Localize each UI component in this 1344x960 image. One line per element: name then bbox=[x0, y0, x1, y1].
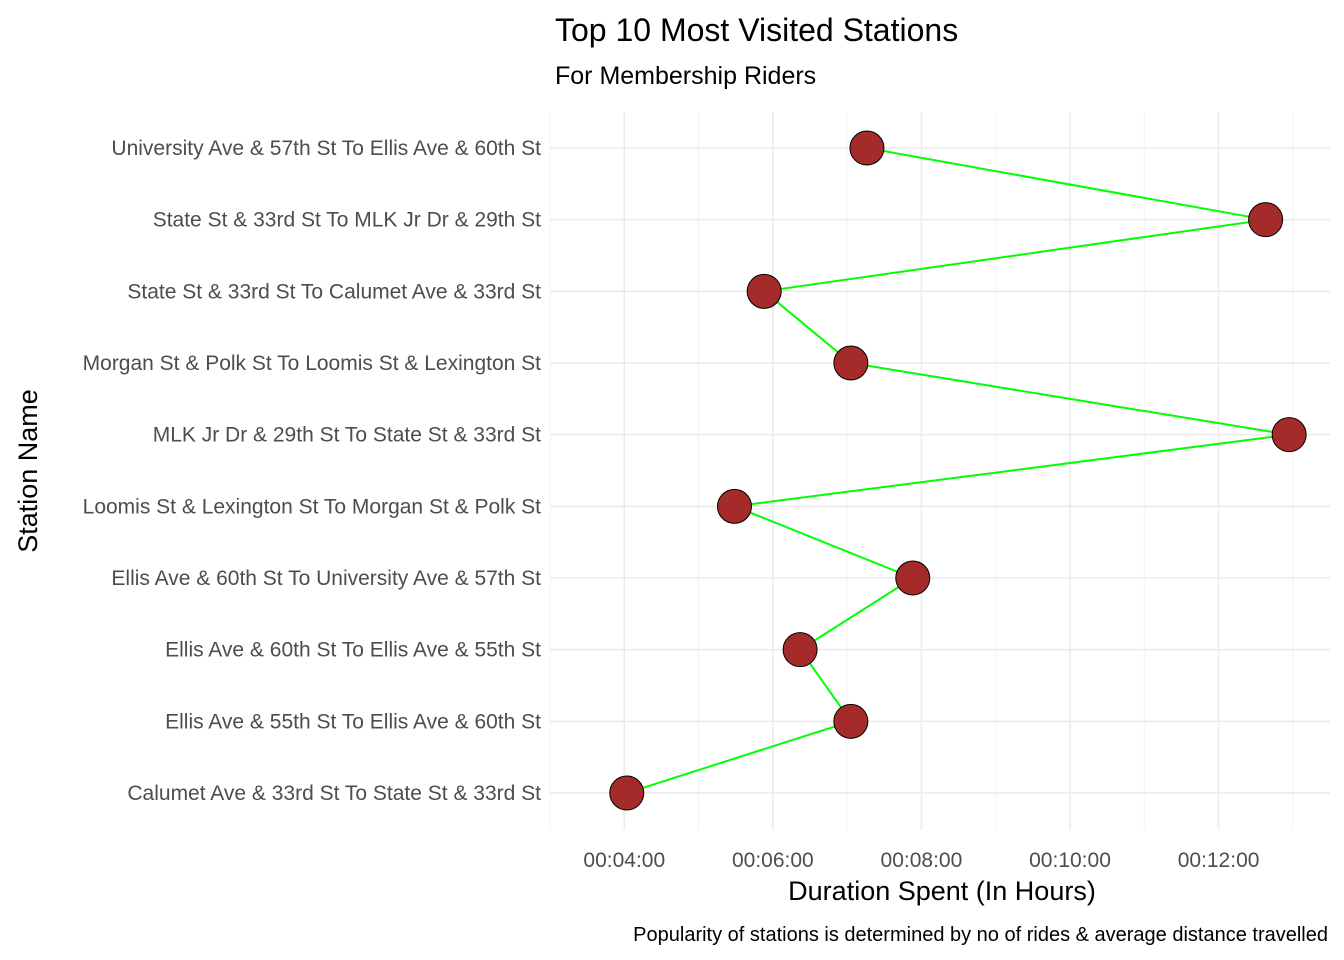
data-point-8[interactable] bbox=[1248, 202, 1284, 238]
y-tick-label: Ellis Ave & 60th St To Ellis Ave & 55th … bbox=[165, 639, 541, 662]
x-tick-label: 00:08:00 bbox=[881, 849, 963, 872]
data-point-0[interactable] bbox=[609, 775, 645, 811]
chart-caption: Popularity of stations is determined by … bbox=[633, 924, 1328, 946]
y-tick-label: Loomis St & Lexington St To Morgan St & … bbox=[83, 495, 542, 518]
y-tick-label: Calumet Ave & 33rd St To State St & 33rd… bbox=[127, 782, 541, 805]
y-tick-label: State St & 33rd St To Calumet Ave & 33rd… bbox=[127, 280, 541, 303]
data-point-6[interactable] bbox=[833, 345, 869, 381]
y-axis-tick-labels: Calumet Ave & 33rd St To State St & 33rd… bbox=[83, 137, 542, 805]
chart-subtitle: For Membership Riders bbox=[555, 62, 816, 90]
data-point-3[interactable] bbox=[895, 560, 931, 596]
series-points-group bbox=[609, 130, 1307, 811]
series-line bbox=[626, 147, 1290, 794]
y-tick-label: State St & 33rd St To MLK Jr Dr & 29th S… bbox=[153, 209, 541, 232]
y-tick-label: Ellis Ave & 55th St To Ellis Ave & 60th … bbox=[165, 710, 541, 733]
data-point-2[interactable] bbox=[782, 632, 818, 668]
y-tick-label: University Ave & 57th St To Ellis Ave & … bbox=[111, 137, 541, 160]
y-axis-title: Station Name bbox=[13, 389, 43, 553]
data-point-5[interactable] bbox=[1271, 417, 1307, 453]
x-tick-label: 00:04:00 bbox=[583, 849, 665, 872]
x-axis-tick-labels: 00:04:00 00:06:00 00:08:00 00:10:00 00:12:00 bbox=[583, 849, 1259, 872]
y-tick-label: MLK Jr Dr & 29th St To State St & 33rd S… bbox=[153, 424, 541, 447]
data-point-7[interactable] bbox=[746, 273, 782, 309]
chart-title: Top 10 Most Visited Stations bbox=[555, 12, 958, 48]
data-point-4[interactable] bbox=[716, 488, 752, 524]
plot-grid bbox=[549, 112, 1330, 830]
data-point-1[interactable] bbox=[833, 703, 869, 739]
series-line-group bbox=[626, 147, 1290, 794]
x-axis-title: Duration Spent (In Hours) bbox=[788, 876, 1096, 906]
data-point-9[interactable] bbox=[849, 130, 885, 166]
x-tick-label: 00:10:00 bbox=[1029, 849, 1111, 872]
x-tick-label: 00:12:00 bbox=[1178, 849, 1260, 872]
x-tick-label: 00:06:00 bbox=[732, 849, 814, 872]
y-tick-label: Ellis Ave & 60th St To University Ave & … bbox=[111, 567, 541, 590]
y-tick-label: Morgan St & Polk St To Loomis St & Lexin… bbox=[83, 352, 542, 375]
